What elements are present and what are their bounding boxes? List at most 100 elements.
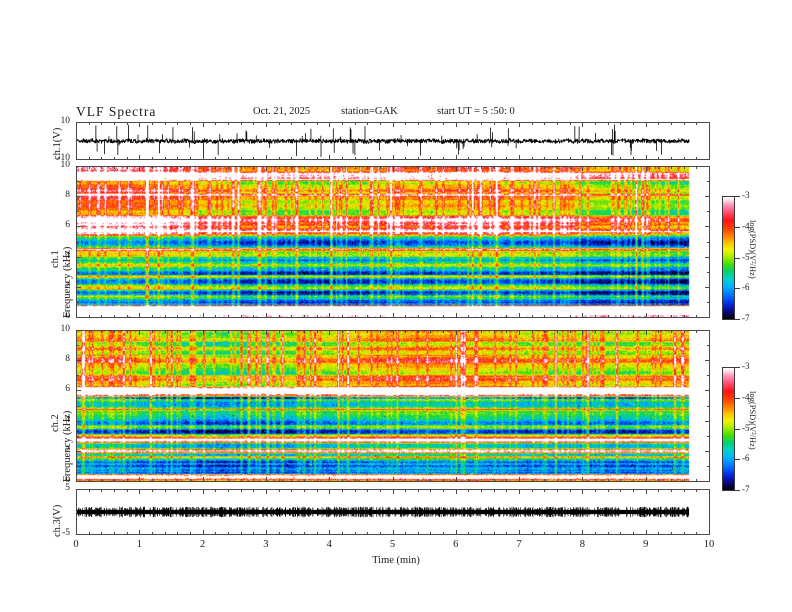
- ch2-spectrogram-canvas: [77, 331, 709, 481]
- x-tick-minor: [291, 479, 293, 482]
- x-tick-minor: [405, 489, 407, 492]
- x-tick-minor: [696, 479, 698, 482]
- x-tick-minor: [341, 532, 343, 535]
- x-tick-minor: [227, 157, 229, 160]
- x-tick-minor: [506, 157, 508, 160]
- x-axis-tick-label: 6: [453, 539, 459, 550]
- x-tick-minor: [493, 122, 495, 125]
- x-tick-major: [202, 477, 204, 482]
- x-tick-minor: [595, 489, 597, 492]
- ch1-volt-tick: [76, 122, 81, 123]
- x-tick-minor: [101, 489, 103, 492]
- x-tick-major: [455, 530, 457, 535]
- ch1-freq-tick-minor-right: [707, 211, 710, 213]
- x-tick-minor: [481, 157, 483, 160]
- x-tick-minor: [607, 315, 609, 318]
- x-tick-minor: [341, 166, 343, 169]
- x-tick-major: [76, 313, 77, 318]
- x-tick-minor: [683, 489, 685, 492]
- x-tick-major: [329, 330, 331, 335]
- x-tick-minor: [531, 479, 533, 482]
- x-tick-minor: [607, 479, 609, 482]
- x-tick-minor: [215, 315, 217, 318]
- x-tick-minor: [430, 157, 432, 160]
- x-tick-minor: [683, 122, 685, 125]
- panel-ch2-spectrogram: [76, 330, 710, 482]
- x-tick-minor: [417, 166, 419, 169]
- ch1-freq-tick-minor-right: [707, 271, 710, 273]
- x-tick-minor: [506, 489, 508, 492]
- x-tick-minor: [481, 489, 483, 492]
- x-tick-major: [329, 530, 331, 535]
- x-tick-minor: [278, 330, 280, 333]
- colorbar-ch1-tick-label: -4: [742, 220, 750, 231]
- x-tick-minor: [177, 532, 179, 535]
- x-tick-minor: [633, 157, 635, 160]
- x-axis-tick-label: 0: [73, 539, 79, 550]
- x-tick-minor: [405, 166, 407, 169]
- x-tick-major: [709, 530, 710, 535]
- x-tick-minor: [430, 330, 432, 333]
- colorbar-ch1-tick-label: -3: [742, 190, 750, 200]
- x-tick-minor: [557, 532, 559, 535]
- x-tick-minor: [341, 489, 343, 492]
- ch1-freq-tick-right: [705, 256, 710, 258]
- header-station: station=GAK: [341, 106, 398, 117]
- x-tick-minor: [481, 315, 483, 318]
- x-tick-major: [455, 122, 457, 127]
- x-tick-minor: [557, 479, 559, 482]
- x-tick-major: [582, 122, 584, 127]
- x-tick-major: [76, 489, 77, 494]
- x-tick-minor: [164, 166, 166, 169]
- x-tick-major: [202, 313, 204, 318]
- x-tick-minor: [595, 532, 597, 535]
- x-tick-minor: [595, 166, 597, 169]
- x-tick-minor: [215, 532, 217, 535]
- x-axis-tick-label: 4: [326, 539, 332, 550]
- x-tick-minor: [595, 330, 597, 333]
- x-tick-minor: [113, 330, 115, 333]
- x-tick-minor: [253, 489, 255, 492]
- x-tick-major: [265, 489, 267, 494]
- colorbar-ch2-tick: [735, 459, 740, 461]
- ch1-volt-tick: [76, 159, 81, 160]
- ch2-freq-label: 4: [65, 414, 70, 425]
- x-tick-minor: [253, 122, 255, 125]
- x-tick-minor: [253, 315, 255, 318]
- x-tick-minor: [227, 532, 229, 535]
- x-tick-minor: [341, 157, 343, 160]
- x-tick-minor: [620, 532, 622, 535]
- x-tick-major: [645, 313, 647, 318]
- x-tick-minor: [620, 489, 622, 492]
- ch1-freq-tick-minor-right: [707, 181, 710, 183]
- x-tick-minor: [316, 489, 318, 492]
- x-tick-minor: [164, 532, 166, 535]
- x-tick-minor: [379, 157, 381, 160]
- ch1-freq-tick-minor: [76, 211, 79, 213]
- x-tick-minor: [291, 157, 293, 160]
- x-tick-major: [202, 489, 204, 494]
- x-tick-major: [519, 477, 521, 482]
- x-tick-minor: [227, 479, 229, 482]
- x-tick-minor: [113, 166, 115, 169]
- x-tick-major: [265, 313, 267, 318]
- x-tick-minor: [430, 532, 432, 535]
- x-tick-minor: [354, 330, 356, 333]
- x-tick-minor: [88, 479, 90, 482]
- header-start-ut: start UT = 5 :50: 0: [437, 106, 515, 117]
- x-tick-major: [265, 122, 267, 127]
- x-tick-minor: [443, 489, 445, 492]
- x-tick-minor: [531, 489, 533, 492]
- ch1-waveform-svg: [77, 124, 690, 157]
- x-tick-minor: [379, 479, 381, 482]
- x-tick-major: [329, 313, 331, 318]
- x-tick-minor: [354, 532, 356, 535]
- colorbar-ch1-tick-label: -5: [742, 251, 750, 262]
- x-tick-minor: [291, 532, 293, 535]
- x-tick-major: [265, 155, 267, 160]
- ch2-freq-tick-right: [705, 390, 710, 392]
- figure-header: VLF Spectra Oct. 21, 2025 station=GAK st…: [0, 104, 792, 122]
- x-tick-minor: [696, 166, 698, 169]
- x-tick-minor: [443, 122, 445, 125]
- x-tick-minor: [278, 166, 280, 169]
